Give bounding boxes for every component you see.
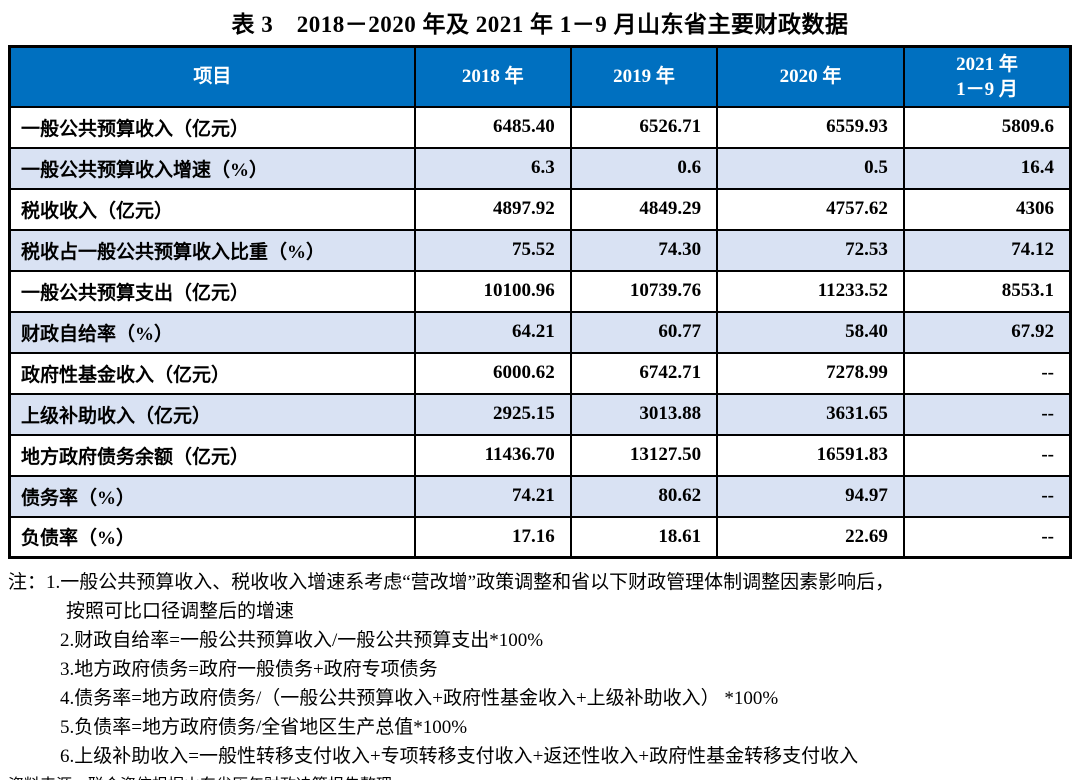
header-row: 项目 2018 年 2019 年 2020 年 2021 年 1－9 月	[8, 45, 1072, 108]
row-label: 上级补助收入（亿元）	[8, 392, 416, 436]
cell-value: 17.16	[413, 515, 572, 559]
row-label: 一般公共预算收入增速（%）	[8, 146, 416, 190]
cell-value: --	[902, 351, 1072, 395]
cell-value: --	[902, 433, 1072, 477]
cell-value: 5809.6	[902, 105, 1072, 149]
note-line: 3.地方政府债务=政府一般债务+政府专项债务	[60, 659, 438, 680]
cell-value: 16.4	[902, 146, 1072, 190]
cell-value: 74.12	[902, 228, 1072, 272]
cell-value: 7278.99	[716, 351, 905, 395]
table-header: 项目 2018 年 2019 年 2020 年 2021 年 1－9 月	[8, 45, 1072, 108]
row-label: 负债率（%）	[8, 515, 416, 559]
cell-value: 8553.1	[902, 269, 1072, 313]
row-label: 政府性基金收入（亿元）	[8, 351, 416, 395]
cell-value: 13127.50	[569, 433, 719, 477]
cell-value: 6526.71	[569, 105, 719, 149]
note-line: 5.负债率=地方政府债务/全省地区生产总值*100%	[60, 717, 468, 738]
table-body: 一般公共预算收入（亿元） 6485.40 6526.71 6559.93 5809.6 一…	[8, 105, 1072, 559]
notes-section: 注：1.一般公共预算收入、税收收入增速系考虑“营改增”政策调整和省以下财政管理体…	[0, 568, 1080, 771]
row-label: 财政自给率（%）	[8, 310, 416, 354]
table-row: 负债率（%） 17.16 18.61 22.69 --	[8, 515, 1072, 559]
table-row: 地方政府债务余额（亿元） 11436.70 13127.50 16591.83 --	[8, 433, 1072, 477]
row-label: 地方政府债务余额（亿元）	[8, 433, 416, 477]
cell-value: 0.6	[569, 146, 719, 190]
cell-value: 6485.40	[413, 105, 572, 149]
cell-value: 4757.62	[716, 187, 905, 231]
cell-value: 4306	[902, 187, 1072, 231]
cell-value: 6742.71	[569, 351, 719, 395]
cell-value: 11436.70	[413, 433, 572, 477]
table-title: 表 3 2018－2020 年及 2021 年 1－9 月山东省主要财政数据	[231, 12, 849, 37]
cell-value: 10100.96	[413, 269, 572, 313]
cell-value: 74.30	[569, 228, 719, 272]
note-line: 注：1.一般公共预算收入、税收收入增速系考虑“营改增”政策调整和省以下财政管理体…	[8, 572, 895, 593]
cell-value: 74.21	[413, 474, 572, 518]
cell-value: 58.40	[716, 310, 905, 354]
cell-value: 94.97	[716, 474, 905, 518]
cell-value: 6000.62	[413, 351, 572, 395]
row-label: 一般公共预算收入（亿元）	[8, 105, 416, 149]
fiscal-data-table: 项目 2018 年 2019 年 2020 年 2021 年 1－9 月 一般公共预算收…	[8, 45, 1072, 559]
column-header: 2021 年 1－9 月	[902, 45, 1072, 108]
cell-value: 0.5	[716, 146, 905, 190]
cell-value: 75.52	[413, 228, 572, 272]
table-row: 政府性基金收入（亿元） 6000.62 6742.71 7278.99 --	[8, 351, 1072, 395]
cell-value: 64.21	[413, 310, 572, 354]
cell-value: 18.61	[569, 515, 719, 559]
cell-value: 6.3	[413, 146, 572, 190]
cell-value: 16591.83	[716, 433, 905, 477]
column-header: 2018 年	[413, 45, 572, 108]
cell-value: 80.62	[569, 474, 719, 518]
cell-value: 22.69	[716, 515, 905, 559]
table-row: 税收收入（亿元） 4897.92 4849.29 4757.62 4306	[8, 187, 1072, 231]
row-label: 税收占一般公共预算收入比重（%）	[8, 228, 416, 272]
cell-value: 2925.15	[413, 392, 572, 436]
cell-value: 4897.92	[413, 187, 572, 231]
note-line: 按照可比口径调整后的增速	[66, 601, 295, 622]
note-line: 2.财政自给率=一般公共预算收入/一般公共预算支出*100%	[60, 630, 544, 651]
row-label: 债务率（%）	[8, 474, 416, 518]
cell-value: 6559.93	[716, 105, 905, 149]
cell-value: --	[902, 515, 1072, 559]
table-row: 上级补助收入（亿元） 2925.15 3013.88 3631.65 --	[8, 392, 1072, 436]
cell-value: 4849.29	[569, 187, 719, 231]
note-line: 6.上级补助收入=一般性转移支付收入+专项转移支付收入+返还性收入+政府性基金转…	[60, 746, 859, 767]
table-row: 一般公共预算收入（亿元） 6485.40 6526.71 6559.93 5809.6	[8, 105, 1072, 149]
table-row: 财政自给率（%） 64.21 60.77 58.40 67.92	[8, 310, 1072, 354]
cell-value: 72.53	[716, 228, 905, 272]
source-line: 资料来源：联合资信根据山东省历年财政决算报告整理	[0, 771, 1080, 780]
table-row: 一般公共预算支出（亿元） 10100.96 10739.76 11233.52 8553…	[8, 269, 1072, 313]
table-row: 一般公共预算收入增速（%） 6.3 0.6 0.5 16.4	[8, 146, 1072, 190]
cell-value: --	[902, 474, 1072, 518]
cell-value: 60.77	[569, 310, 719, 354]
cell-value: 11233.52	[716, 269, 905, 313]
row-label: 一般公共预算支出（亿元）	[8, 269, 416, 313]
column-header: 2020 年	[716, 45, 905, 108]
cell-value: 10739.76	[569, 269, 719, 313]
cell-value: 3013.88	[569, 392, 719, 436]
cell-value: --	[902, 392, 1072, 436]
row-label: 税收收入（亿元）	[8, 187, 416, 231]
table-row: 债务率（%） 74.21 80.62 94.97 --	[8, 474, 1072, 518]
table-row: 税收占一般公共预算收入比重（%） 75.52 74.30 72.53 74.12	[8, 228, 1072, 272]
column-header: 2019 年	[569, 45, 719, 108]
cell-value: 67.92	[902, 310, 1072, 354]
column-header: 项目	[8, 45, 416, 108]
note-line: 4.债务率=地方政府债务/（一般公共预算收入+政府性基金收入+上级补助收入） *…	[60, 688, 779, 709]
cell-value: 3631.65	[716, 392, 905, 436]
